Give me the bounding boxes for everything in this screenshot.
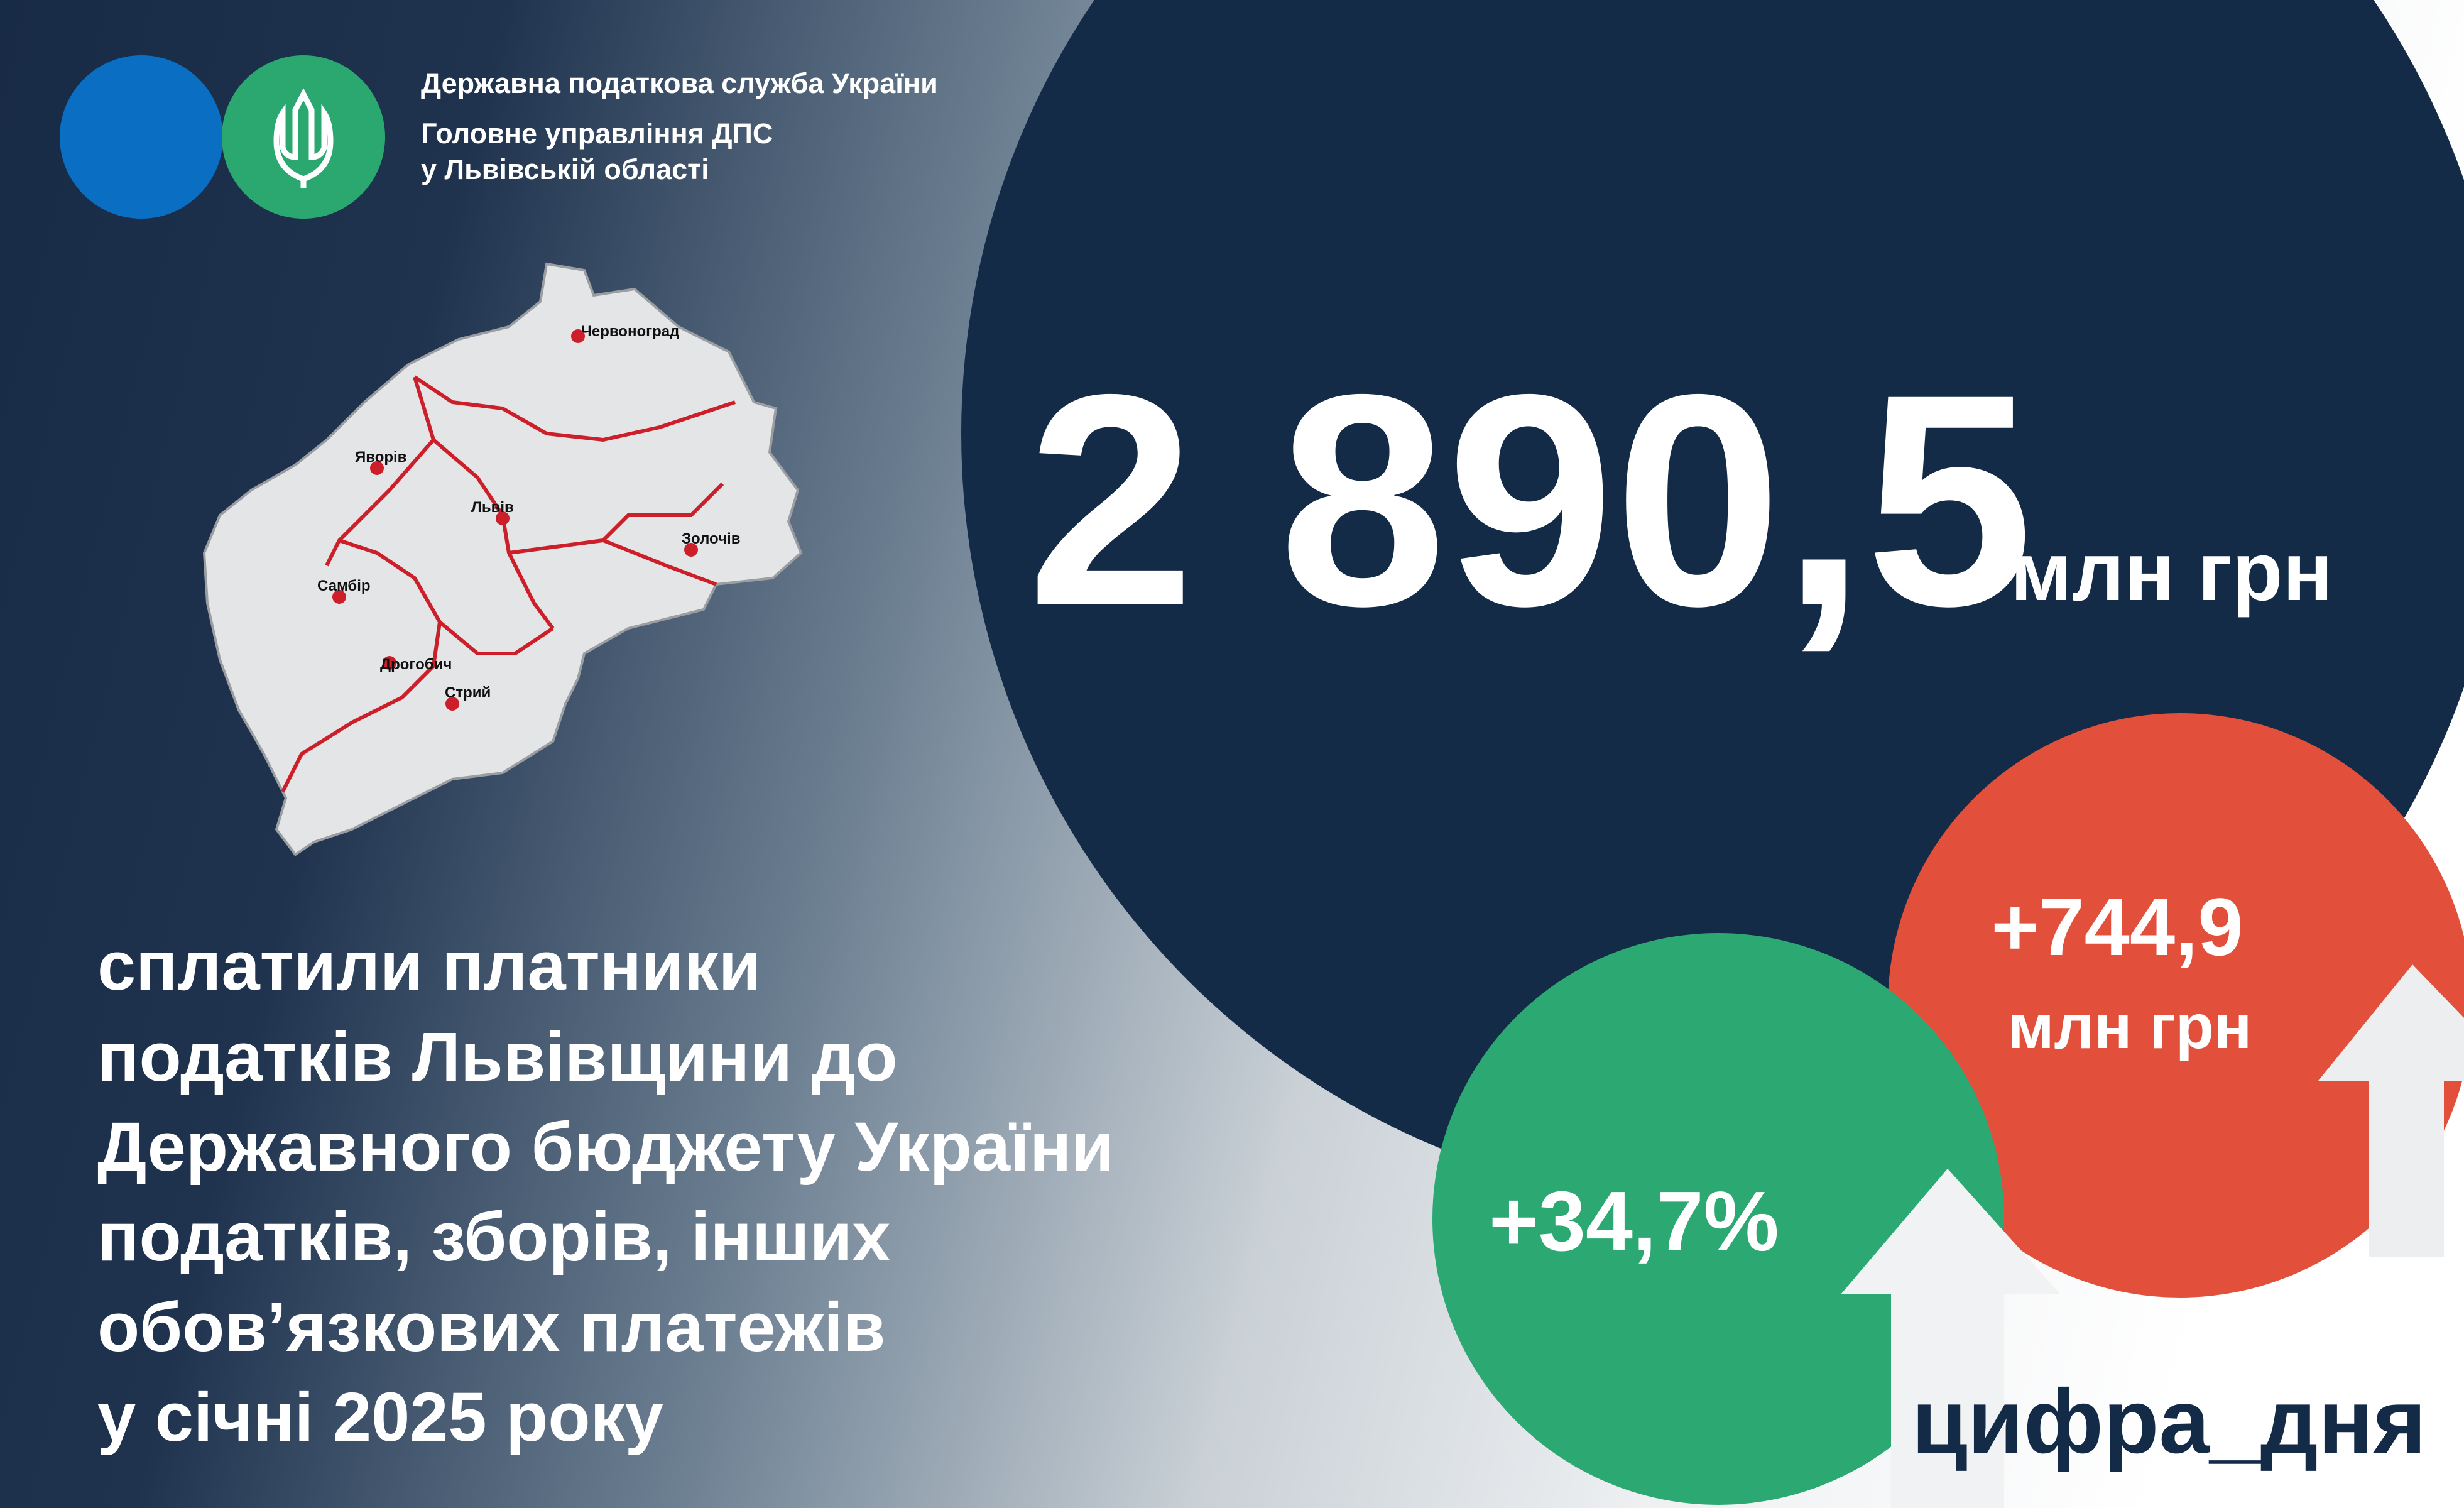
description-line: податків, зборів, інших	[97, 1198, 890, 1276]
green-circle	[1432, 933, 2004, 1505]
description-line: сплатили платники	[97, 927, 761, 1005]
map-city: Червоноград	[581, 323, 679, 340]
logo-blue	[60, 55, 223, 219]
increase-unit: млн грн	[2008, 992, 2252, 1062]
map-city: Дрогобич	[380, 656, 452, 673]
map-city: Стрий	[445, 684, 491, 701]
header-line: Головне управління ДПС	[421, 117, 773, 150]
trident	[273, 88, 334, 188]
increase-absolute: +744,9	[1991, 881, 2243, 973]
description-line: у січні 2025 року	[97, 1379, 663, 1456]
map-city: Золочів	[682, 530, 740, 547]
description-line: обов’язкових платежів	[97, 1289, 885, 1366]
description-line: Державного бюджету України	[97, 1108, 1114, 1186]
description: сплатили платники податків Львівщини до …	[97, 927, 1114, 1456]
red-circle	[1888, 713, 2464, 1298]
description-line: податків Львівщини до	[97, 1019, 898, 1096]
map-city: Яворів	[355, 449, 406, 466]
region-map: Червоноград Яворів Львів Золочів Самбір …	[202, 262, 803, 856]
main-unit: млн грн	[2010, 525, 2333, 618]
header-line: у Львівській області	[421, 153, 709, 185]
header-line: Державна податкова служба України	[421, 67, 938, 99]
map-city: Львів	[471, 499, 514, 516]
main-figure: 2 890,5	[1027, 331, 2033, 669]
map-city: Самбір	[317, 577, 371, 594]
hashtag: цифра_дня	[1912, 1370, 2426, 1472]
arrow	[2318, 964, 2464, 1257]
logo-green	[222, 55, 385, 219]
arrow	[1841, 1169, 2061, 1508]
increase-percent: +34,7%	[1489, 1174, 1779, 1269]
